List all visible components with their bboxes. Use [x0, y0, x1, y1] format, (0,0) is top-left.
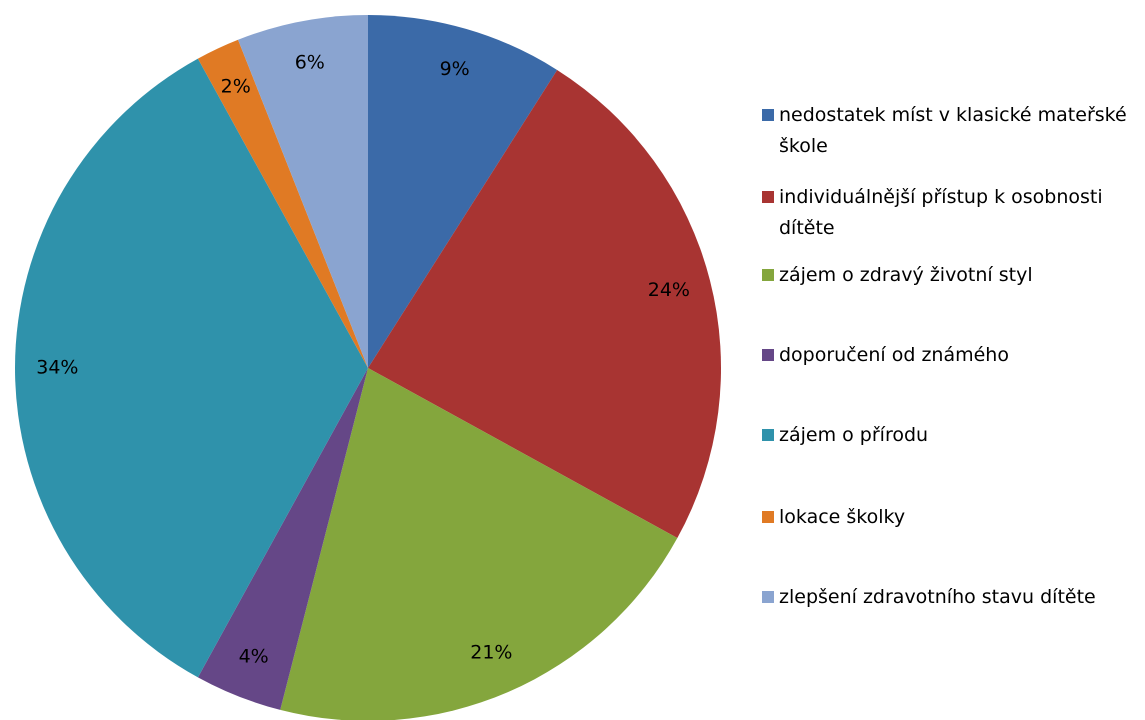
legend-swatch [762, 591, 774, 603]
data-label: 24% [648, 279, 690, 301]
legend-swatch [762, 429, 774, 441]
pie-slice [197, 368, 368, 710]
legend-item: lokace školky [762, 502, 1142, 533]
legend-label: individuálnější přístup k osobnosti dítě… [779, 186, 1103, 239]
legend-label: lokace školky [779, 506, 906, 528]
pie-slice [197, 39, 368, 368]
legend-item: zájem o zdravý životní styl [762, 260, 1142, 291]
legend-label: zlepšení zdravotního stavu dítěte [779, 586, 1096, 608]
legend-item: individuálnější přístup k osobnosti dítě… [762, 182, 1142, 244]
legend-label: zájem o zdravý životní styl [779, 264, 1033, 286]
chart: 9% 24% 21% 4% 34% 2% 6% [14, 15, 721, 720]
legend-swatch [762, 511, 774, 523]
data-label: 21% [470, 642, 512, 664]
legend-item: zlepšení zdravotního stavu dítěte [762, 582, 1142, 613]
data-label: 4% [239, 645, 269, 667]
data-label: 2% [221, 75, 251, 97]
pie-slice [280, 368, 678, 720]
legend-item: nedostatek míst v klasické mateřské škol… [762, 100, 1142, 162]
data-label: 6% [295, 51, 325, 73]
legend-swatch [762, 191, 774, 203]
legend-swatch [762, 349, 774, 361]
data-label: 34% [36, 357, 78, 379]
pie-slice [14, 58, 369, 678]
pie-slice [238, 15, 368, 368]
legend-label: nedostatek míst v klasické mateřské škol… [779, 104, 1127, 157]
data-label: 9% [440, 58, 470, 80]
legend-item: zájem o přírodu [762, 420, 1142, 451]
legend-swatch [762, 269, 774, 281]
legend-label: zájem o přírodu [779, 424, 929, 446]
legend-item: doporučení od známého [762, 340, 1142, 371]
legend-swatch [762, 109, 774, 121]
legend-label: doporučení od známého [779, 344, 1009, 366]
pie-slice [368, 15, 558, 368]
pie-slice [368, 69, 721, 539]
